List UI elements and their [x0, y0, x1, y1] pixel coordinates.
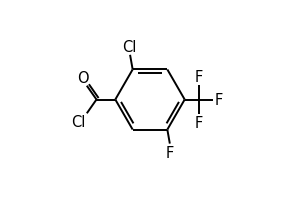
Text: F: F: [195, 70, 203, 85]
Text: F: F: [215, 93, 223, 107]
Text: O: O: [76, 70, 88, 85]
Text: Cl: Cl: [71, 115, 85, 130]
Text: F: F: [195, 115, 203, 130]
Text: Cl: Cl: [122, 40, 136, 55]
Text: F: F: [166, 145, 174, 160]
